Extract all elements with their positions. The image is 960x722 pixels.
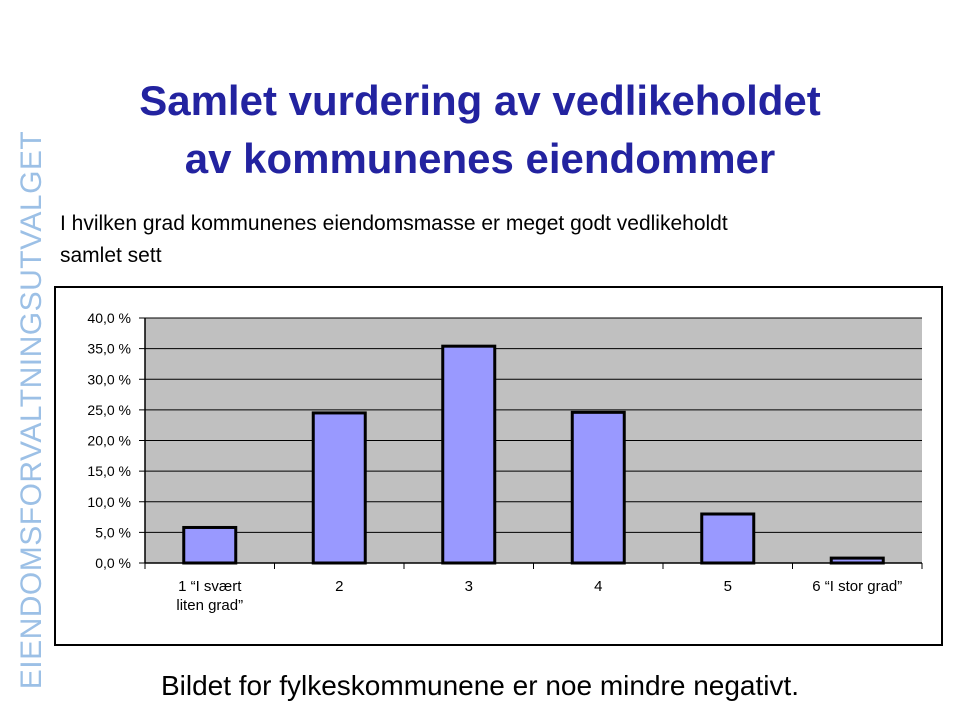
y-tick-label: 15,0 %: [87, 463, 131, 479]
y-tick-label: 0,0 %: [95, 555, 131, 571]
bar: [570, 410, 626, 565]
y-tick-label: 30,0 %: [87, 371, 131, 387]
bar: [311, 411, 367, 565]
chart-subtitle: I hvilken grad kommunenes eiendomsmasse …: [60, 212, 728, 267]
footer: Bildet for fylkeskommunene er noe mindre…: [160, 670, 800, 701]
y-tick-label: 35,0 %: [87, 341, 131, 357]
x-tick-label: 2: [335, 578, 344, 595]
x-tick-label: 6 “I stor grad”: [812, 578, 903, 595]
x-tick-label: 4: [594, 578, 603, 595]
bar: [441, 344, 497, 565]
y-tick-label: 40,0 %: [87, 310, 131, 326]
bar: [829, 556, 885, 565]
y-tick-label: 10,0 %: [87, 494, 131, 510]
y-tick-label: 20,0 %: [87, 433, 131, 449]
x-tick-label: 5: [723, 578, 732, 595]
y-tick-label: 5,0 %: [95, 524, 131, 540]
y-tick-label: 25,0 %: [87, 402, 131, 418]
side-label: EIENDOMSFORVALTNINGSUTVALGET: [15, 130, 48, 690]
x-tick-label: 3: [464, 578, 473, 595]
bar: [182, 525, 238, 565]
x-tick-label: 1 “I svært liten grad”: [176, 578, 244, 614]
bar: [700, 512, 756, 565]
chart-title: Samlet vurdering av vedlikeholdet av kom…: [139, 77, 821, 182]
